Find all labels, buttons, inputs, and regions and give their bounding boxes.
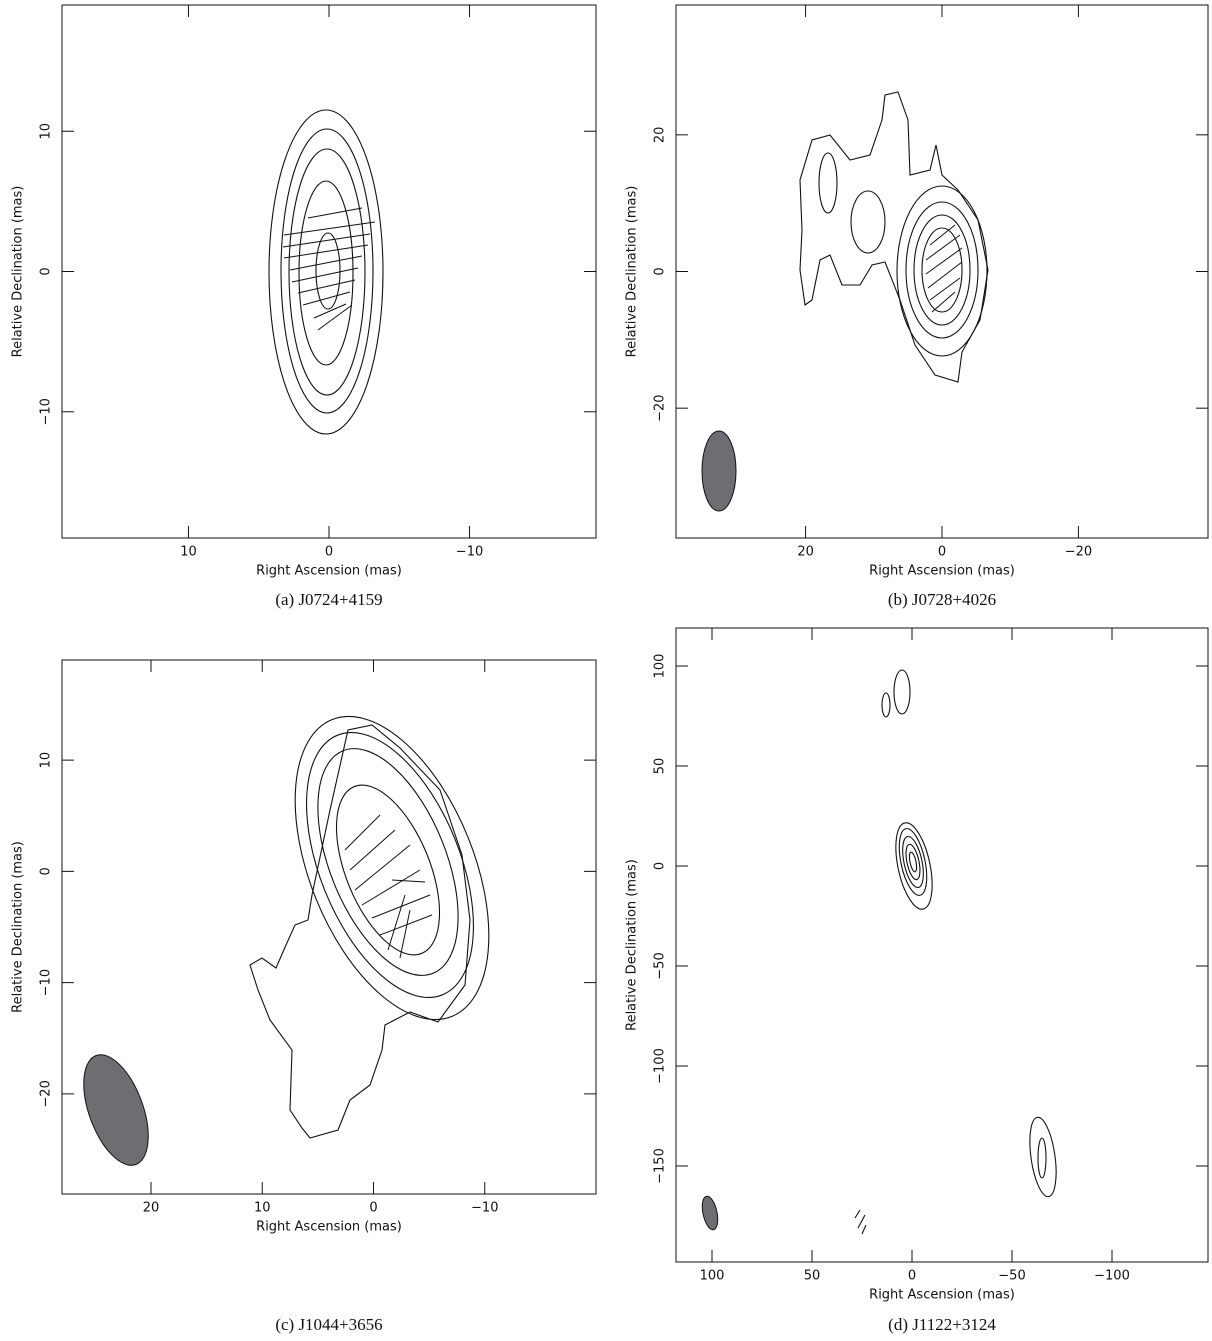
x-tick-label: 20 <box>143 1201 160 1216</box>
plot-frame <box>676 628 1208 1262</box>
y-tick-label: −20 <box>653 394 668 421</box>
x-tick-label: −20 <box>1065 545 1092 560</box>
y-axis-label: Relative Declination (mas) <box>11 841 26 1013</box>
x-tick-label: 20 <box>797 545 814 560</box>
y-tick-label: −20 <box>39 1080 54 1107</box>
x-tick-label: −10 <box>471 1201 498 1216</box>
figure: 100−10−10010Right Ascension (mas)Relativ… <box>0 0 1212 1341</box>
caption: (b) J0728+4026 <box>888 590 996 609</box>
y-tick-label: 50 <box>653 758 668 775</box>
contours-d <box>700 670 1061 1234</box>
y-axis-label: Relative Declination (mas) <box>625 859 640 1031</box>
y-tick-label: −10 <box>39 398 54 425</box>
x-axis-label: Right Ascension (mas) <box>869 564 1015 579</box>
x-tick-label: 0 <box>938 545 946 560</box>
plot-frame <box>62 5 596 538</box>
y-tick-label: −100 <box>653 1048 668 1084</box>
y-tick-label: 10 <box>39 123 54 140</box>
x-tick-label: 0 <box>325 545 333 560</box>
caption: (a) J0724+4159 <box>275 590 382 609</box>
x-axis-label: Right Ascension (mas) <box>256 564 402 579</box>
y-tick-label: 20 <box>653 127 668 144</box>
x-tick-label: −100 <box>1094 1269 1130 1284</box>
y-tick-label: 0 <box>39 267 54 275</box>
x-tick-label: 50 <box>804 1269 821 1284</box>
x-axis-label: Right Ascension (mas) <box>256 1220 402 1235</box>
y-tick-label: −150 <box>653 1148 668 1184</box>
x-tick-label: 10 <box>254 1201 271 1216</box>
contours-b <box>702 92 988 511</box>
x-tick-label: −10 <box>456 545 483 560</box>
y-tick-label: 0 <box>653 267 668 275</box>
x-axis-label: Right Ascension (mas) <box>869 1288 1015 1303</box>
caption: (d) J1122+3124 <box>888 1315 996 1334</box>
x-tick-label: −50 <box>998 1269 1025 1284</box>
y-tick-label: 10 <box>39 752 54 769</box>
x-tick-label: 0 <box>908 1269 916 1284</box>
y-tick-label: 100 <box>653 654 668 679</box>
y-tick-label: −10 <box>39 969 54 996</box>
x-tick-label: 100 <box>700 1269 725 1284</box>
x-tick-label: 10 <box>180 545 197 560</box>
y-tick-label: 0 <box>39 867 54 875</box>
y-tick-label: −50 <box>653 952 668 979</box>
contours-a <box>269 110 383 434</box>
y-axis-label: Relative Declination (mas) <box>11 186 26 358</box>
plot-frame <box>676 5 1208 538</box>
y-tick-label: 0 <box>653 862 668 870</box>
contours-c <box>71 689 528 1174</box>
y-axis-label: Relative Declination (mas) <box>625 186 640 358</box>
x-tick-label: 0 <box>369 1201 377 1216</box>
caption: (c) J1044+3656 <box>275 1315 382 1334</box>
